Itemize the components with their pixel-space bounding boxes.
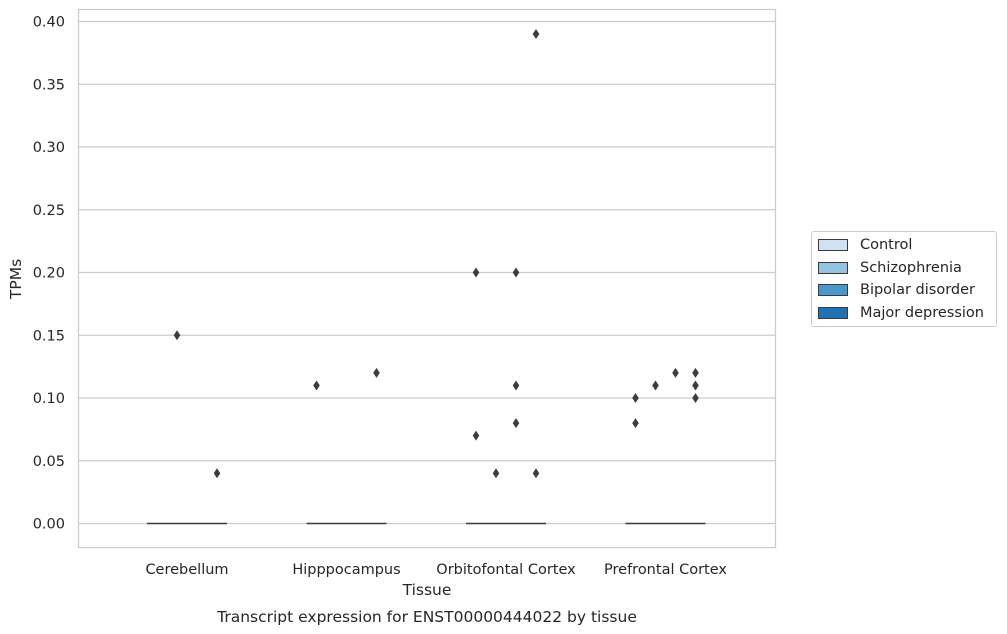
outlier-point [492, 468, 500, 479]
x-tick-label: Cerebellum [145, 562, 228, 578]
legend-swatch-control [818, 239, 848, 251]
outlier-point [373, 367, 380, 378]
grid-lines [78, 20, 776, 525]
outlier-point [532, 29, 540, 40]
y-tick-label: 0.35 [33, 77, 65, 93]
y-tick-label: 0.40 [33, 15, 65, 31]
legend-swatch-bipolar-disorder [818, 284, 848, 296]
outlier-points [173, 29, 699, 479]
y-tick-label: 0.00 [33, 517, 65, 533]
legend: Control Schizophrenia Bipolar disorder M… [811, 231, 997, 327]
outlier-point [652, 380, 659, 391]
legend-label-bipolar-disorder: Bipolar disorder [860, 282, 975, 298]
legend-swatch-major-depression [818, 307, 848, 319]
legend-item-control: Control [818, 235, 912, 255]
outlier-point [692, 367, 699, 378]
outlier-point [313, 380, 320, 391]
outlier-point [672, 367, 679, 378]
y-tick-label: 0.10 [33, 391, 65, 407]
x-axis-label: Tissue [402, 581, 452, 599]
y-tick-label: 0.05 [33, 454, 65, 470]
y-axis-ticks: 0.00 0.05 0.10 0.15 0.20 0.25 0.30 0.35 0.40 [33, 15, 65, 533]
outlier-point [512, 418, 520, 429]
outlier-point [512, 380, 520, 391]
y-tick-label: 0.15 [33, 328, 65, 344]
plot-area [77, 8, 777, 549]
x-tick-label: Prefrontal Cortex [604, 562, 727, 578]
outlier-point [692, 393, 699, 403]
outlier-point [173, 330, 181, 341]
x-axis-ticks: Cerebellum Hipppocampus Orbitofontal Corte… [145, 562, 727, 578]
legend-label-control: Control [860, 237, 913, 253]
outlier-point [532, 468, 540, 479]
x-tick-label: Hipppocampus [292, 562, 400, 578]
outlier-point [472, 267, 480, 278]
outlier-point [632, 418, 639, 429]
legend-item-schizophrenia: Schizophrenia [818, 258, 962, 278]
outlier-point [692, 380, 699, 391]
y-tick-label: 0.30 [33, 140, 65, 156]
x-tick-label: Orbitofontal Cortex [436, 562, 576, 578]
legend-label-major-depression: Major depression [860, 305, 984, 321]
legend-label-schizophrenia: Schizophrenia [860, 260, 962, 276]
y-tick-label: 0.20 [33, 266, 65, 282]
outlier-point [512, 267, 520, 278]
outlier-point [472, 430, 480, 441]
legend-item-major-depression: Major depression [818, 303, 984, 323]
outlier-point [632, 393, 639, 403]
outlier-point [213, 468, 221, 479]
y-tick-label: 0.25 [33, 203, 65, 219]
chart-caption: Transcript expression for ENST0000044402… [216, 608, 637, 626]
y-axis-label: TPMs [7, 259, 25, 300]
legend-item-bipolar-disorder: Bipolar disorder [818, 280, 975, 300]
legend-swatch-schizophrenia [818, 262, 848, 274]
